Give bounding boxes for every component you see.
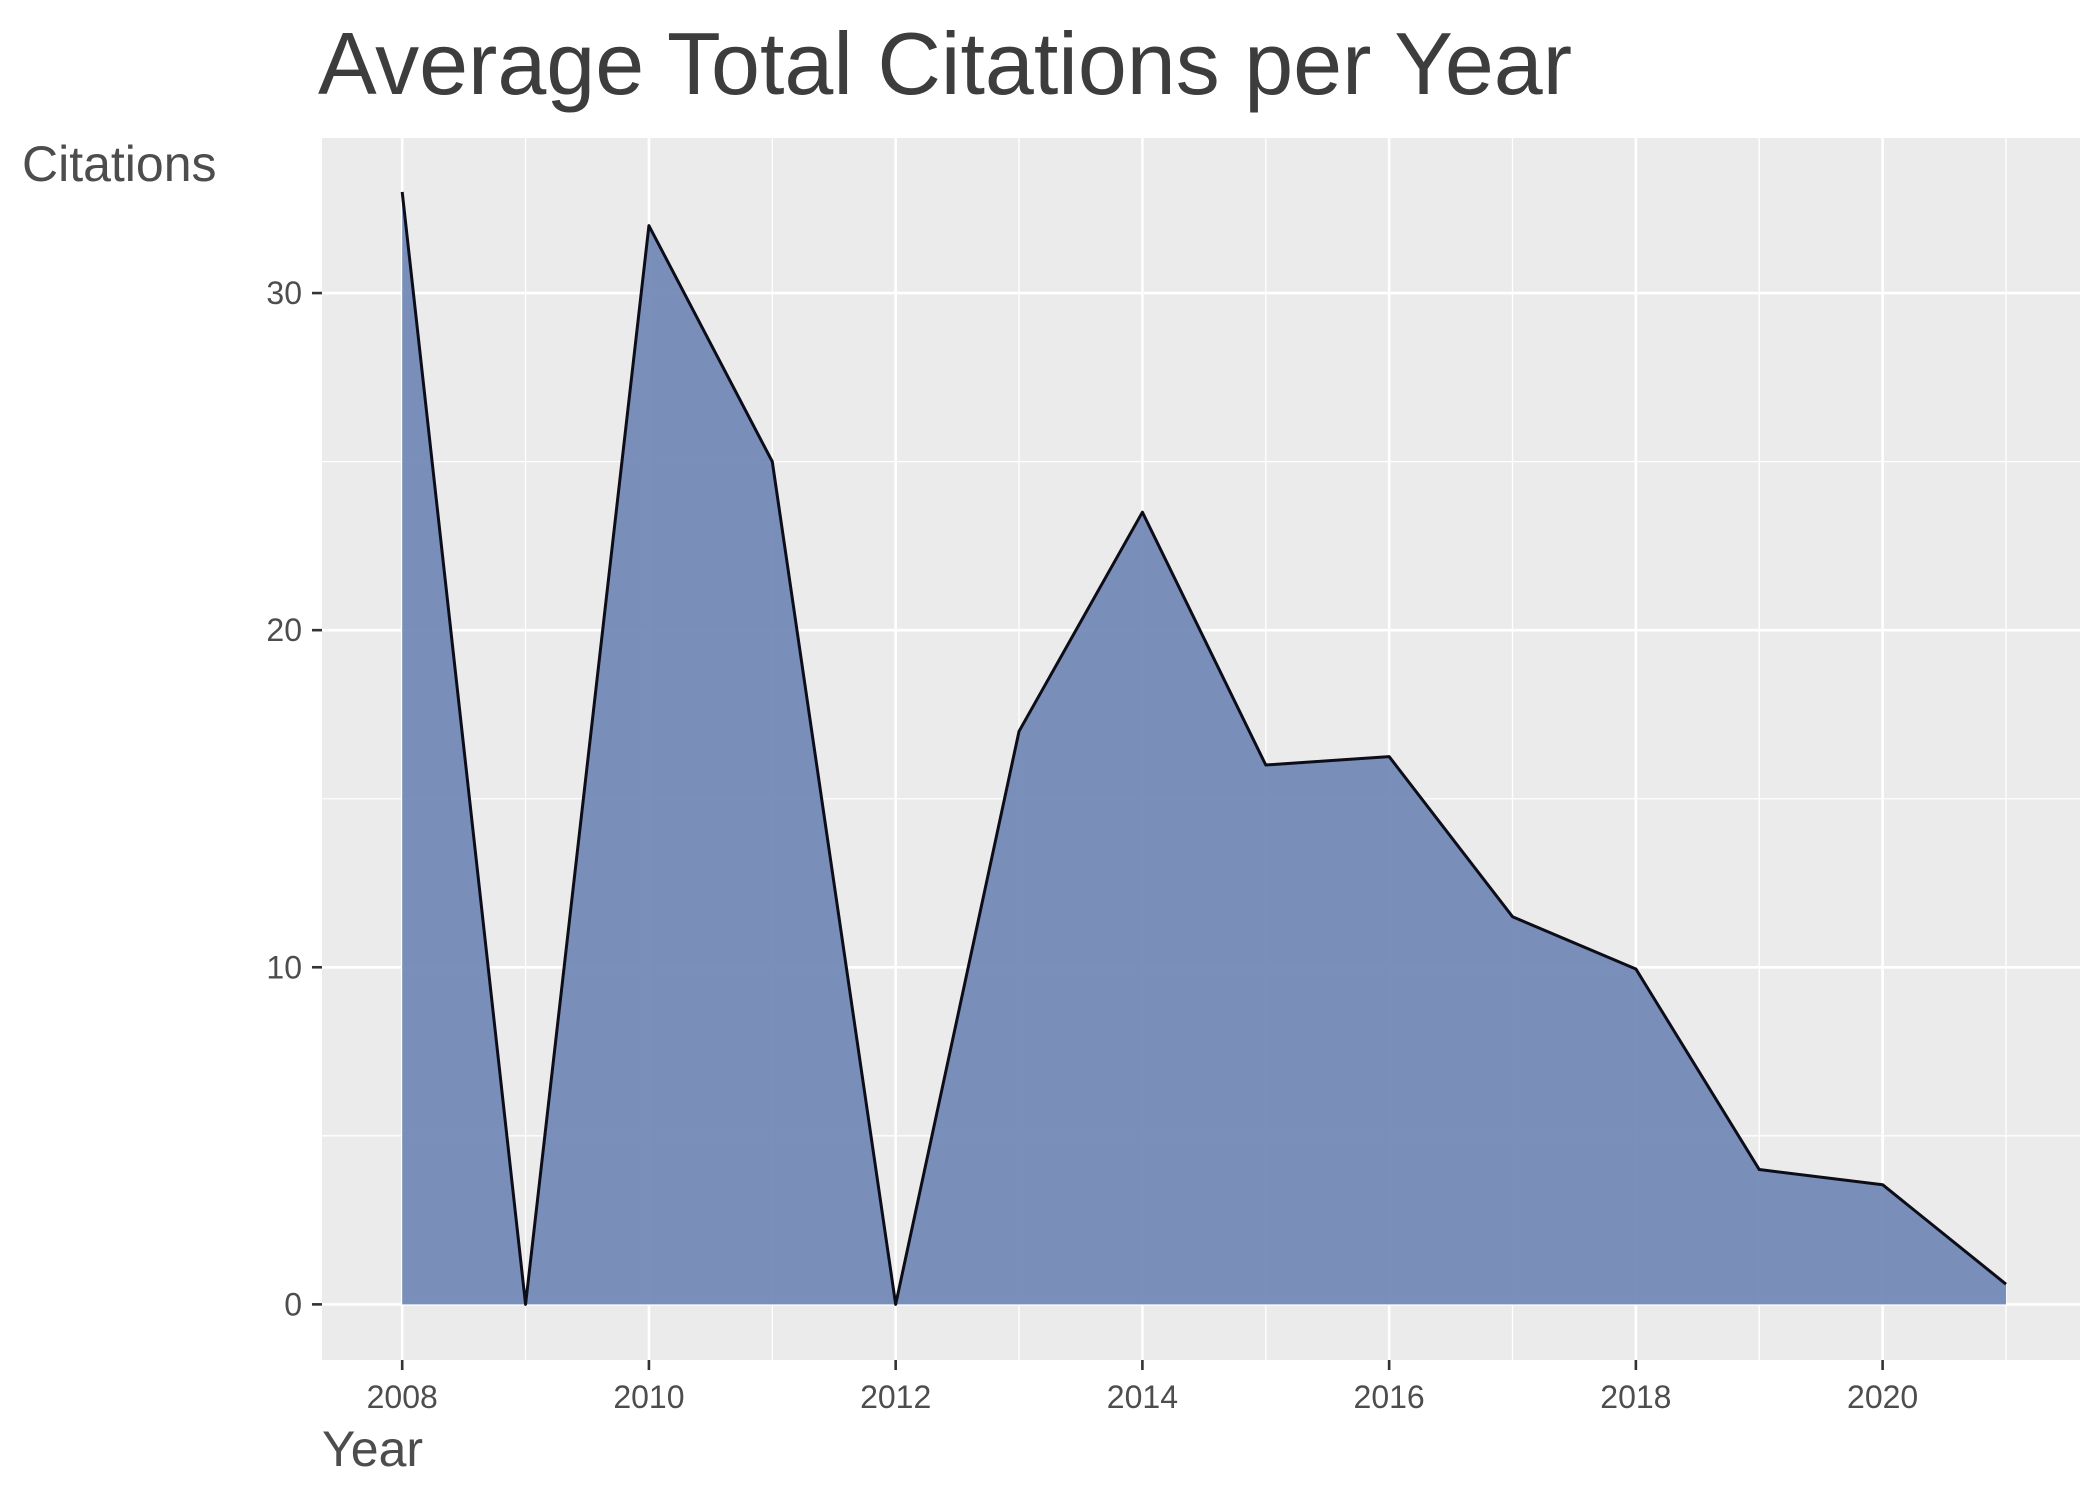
x-tick-label-2014: 2014	[1107, 1379, 1178, 1415]
x-axis-title: Year	[322, 1421, 423, 1477]
y-axis-title: Citations	[22, 136, 217, 192]
x-axis-ticks: 2008 2010 2012 2014 2016 2018 2020	[367, 1360, 1918, 1415]
x-tick-label-2008: 2008	[367, 1379, 438, 1415]
x-tick-label-2020: 2020	[1847, 1379, 1918, 1415]
y-tick-label-30: 30	[266, 275, 302, 311]
area-series-fill	[402, 191, 2006, 1305]
y-tick-label-0: 0	[284, 1286, 302, 1322]
y-tick-label-10: 10	[266, 949, 302, 985]
y-axis-ticks: 0 10 20 30	[266, 275, 322, 1322]
x-tick-label-2012: 2012	[860, 1379, 931, 1415]
x-tick-label-2016: 2016	[1354, 1379, 1425, 1415]
area-series-line	[400, 191, 2007, 1306]
chart-title: Average Total Citations per Year	[318, 14, 1572, 113]
y-tick-label-20: 20	[266, 612, 302, 648]
x-tick-label-2010: 2010	[613, 1379, 684, 1415]
x-tick-label-2018: 2018	[1600, 1379, 1671, 1415]
